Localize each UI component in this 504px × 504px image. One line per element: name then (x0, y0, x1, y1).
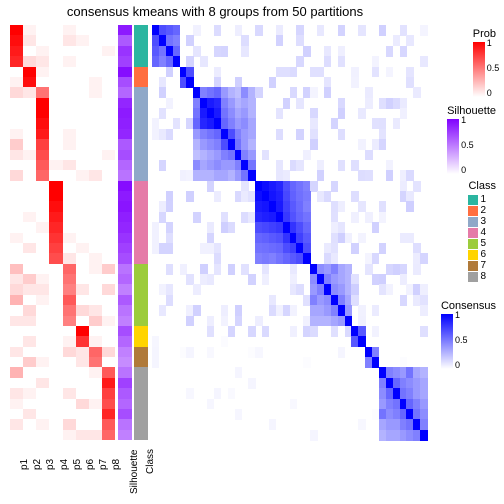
legend-consensus: Consensus10.50 (441, 300, 496, 369)
legend-prob: Prob10.50 (473, 28, 496, 97)
legend-silhouette: Silhouette10.50 (447, 105, 496, 174)
plot-title: consensus kmeans with 8 groups from 50 p… (0, 4, 430, 19)
legend-class: Class12345678 (468, 180, 496, 282)
